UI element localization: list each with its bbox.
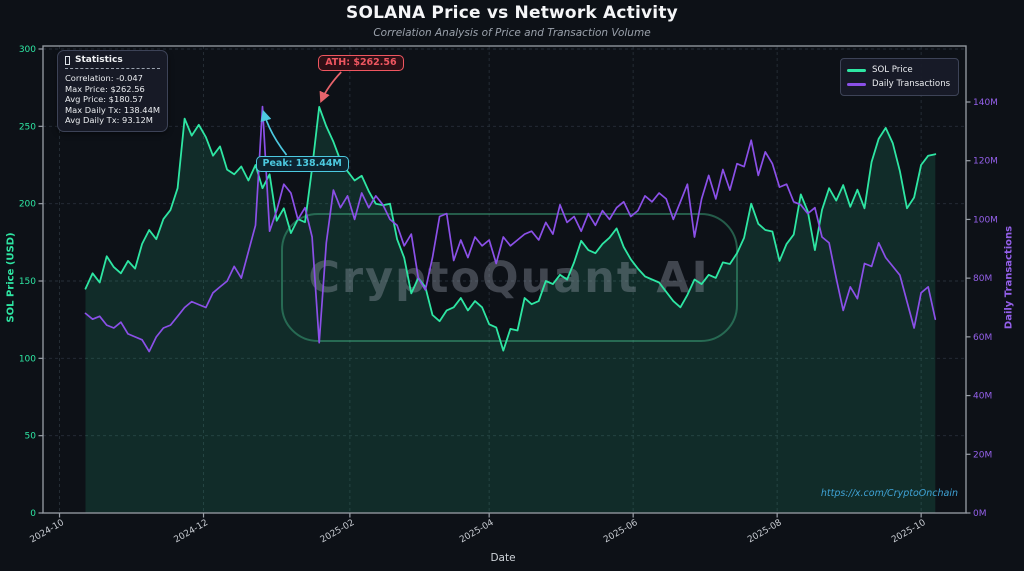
bar-chart-icon <box>65 55 70 65</box>
legend: SOL Price Daily Transactions <box>840 58 960 96</box>
x-tick-label: 2025-04 <box>458 518 496 546</box>
ath-annotation: ATH: $262.56 <box>318 55 404 71</box>
legend-label-sol-price: SOL Price <box>872 65 913 75</box>
x-tick-label: 2025-10 <box>890 518 928 546</box>
right-axis-title: Daily Transactions <box>1003 225 1015 330</box>
right-tick-label: 80M <box>973 274 992 284</box>
x-tick-label: 2025-08 <box>746 518 784 546</box>
legend-item-daily-transactions: Daily Transactions <box>847 77 950 91</box>
sol-price-line <box>84 106 937 352</box>
right-tick-label: 140M <box>973 98 998 108</box>
ath-arrow <box>319 71 342 104</box>
sol-price-swatch <box>847 68 866 72</box>
sol-price-fill <box>85 106 936 514</box>
peak-annotation: Peak: 138.44M <box>255 156 349 172</box>
right-tick-label: 0M <box>973 509 987 519</box>
plot-frame <box>42 45 967 514</box>
left-tick-label: 150 <box>19 277 36 287</box>
x-tick-label: 2025-06 <box>602 518 640 546</box>
statistics-line: Correlation: -0.047 <box>65 73 143 83</box>
right-tick-label: 60M <box>973 333 992 343</box>
left-tick-label: 0 <box>30 509 36 519</box>
right-tick-label: 40M <box>973 392 992 402</box>
legend-label-daily-transactions: Daily Transactions <box>872 79 951 89</box>
left-tick-label: 300 <box>19 45 36 55</box>
x-axis-title: Date <box>490 552 516 564</box>
right-tick-label: 120M <box>973 157 998 167</box>
watermark-frame <box>281 213 738 342</box>
peak-arrow <box>260 109 288 156</box>
x-tick-label: 2025-02 <box>319 518 357 545</box>
statistics-line: Avg Daily Tx: 93.12M <box>65 115 153 126</box>
statistics-line: Max Price: $262.56 <box>65 83 145 94</box>
left-axis-title: SOL Price (USD) <box>5 232 17 323</box>
daily-transactions-swatch <box>847 82 866 86</box>
left-tick-label: 250 <box>19 122 36 132</box>
watermark-text: CryptoQuant AI <box>308 253 709 303</box>
statistics-title-text: Statistics <box>75 55 123 65</box>
legend-item-sol-price: SOL Price <box>847 63 950 77</box>
statistics-line: Max Daily Tx: 138.44M <box>65 104 161 115</box>
statistics-line: Avg Price: $180.57 <box>65 94 143 105</box>
statistics-panel: Statistics Correlation: -0.047 Max Price:… <box>57 50 169 132</box>
x-tick-label: 2024-10 <box>28 518 66 546</box>
left-tick-label: 100 <box>19 354 36 364</box>
right-tick-label: 100M <box>973 215 998 225</box>
statistics-separator <box>65 68 161 69</box>
left-tick-label: 200 <box>19 200 36 210</box>
statistics-panel-title: Statistics <box>65 55 160 65</box>
source-link[interactable]: https://x.com/CryptoOnchain <box>820 488 958 499</box>
axis-ticks <box>38 48 971 518</box>
daily-transactions-line <box>84 105 937 353</box>
x-tick-label: 2024-12 <box>172 518 210 545</box>
right-tick-label: 20M <box>973 450 992 460</box>
left-tick-label: 50 <box>25 432 37 442</box>
